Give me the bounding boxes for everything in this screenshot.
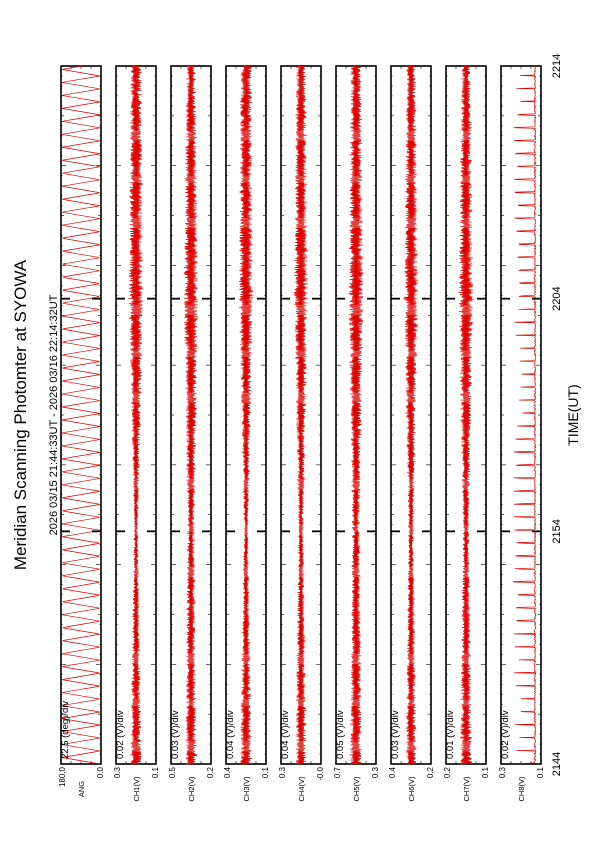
y-tick-label-max: 0.4 <box>388 766 397 778</box>
panel-7: 0.03 (V)/div 0.4 0.2 CH6(V) <box>388 65 435 802</box>
panel-trace <box>128 65 144 765</box>
panels-group: 22.5 (deg)/div 180.0 0.0 ANG 0.02 (V)/div 0.3… <box>58 65 545 802</box>
y-tick-label-min: 0.2 <box>206 766 215 778</box>
y-tick-label-max: 180.0 <box>58 766 67 787</box>
y-tick-label-max: 0.5 <box>168 766 177 778</box>
panel-scale-label: 0.02 (V)/div <box>115 710 126 759</box>
panel-6: 0.05 (V)/div 0.7 0.3 CH5(V) <box>333 65 380 802</box>
panel-5: 0.04 (V)/div 0.3 -0.0 CH4(V) <box>278 65 325 802</box>
chart-subtitle: 2026 03/15 21:44:33UT - 2026 03/16 22:14… <box>48 294 60 535</box>
x-tick-label: 2154 <box>551 519 563 543</box>
y-tick-label-min: -0.0 <box>316 766 325 780</box>
y-tick-label-min: 0.1 <box>536 766 545 778</box>
panel-trace <box>61 65 101 765</box>
panel-trace <box>512 65 537 765</box>
time-axis: 2144 2154 2204 2214 <box>61 54 563 776</box>
y-tick-label-max: 0.3 <box>113 766 122 778</box>
y-tick-label-max: 0.2 <box>443 766 452 778</box>
y-tick-label-min: 0.1 <box>151 766 160 778</box>
panel-scale-label: 0.04 (V)/div <box>280 710 291 759</box>
panel-trace <box>238 65 254 765</box>
x-tick-label: 2144 <box>551 752 563 776</box>
panel-trace <box>458 65 474 765</box>
panel-scale-label: 0.02 (V)/div <box>500 710 511 759</box>
channel-label: CH2(V) <box>187 776 196 802</box>
panel-4: 0.04 (V)/div 0.4 0.1 CH3(V) <box>223 65 270 802</box>
x-tick-label: 2214 <box>551 54 563 78</box>
y-tick-label-min: 0.1 <box>261 766 270 778</box>
x-tick-label: 2204 <box>551 286 563 310</box>
chart-title: Meridian Scanning Photomter at SYOWA <box>11 259 30 570</box>
panel-trace <box>183 65 199 765</box>
channel-label: CH7(V) <box>462 776 471 802</box>
panel-9: 0.02 (V)/div 0.3 0.1 CH8(V) <box>498 65 545 802</box>
panel-2: 0.02 (V)/div 0.3 0.1 CH1(V) <box>113 65 160 802</box>
panel-scale-label: 0.01 (V)/div <box>445 710 456 759</box>
panel-scale-label: 0.03 (V)/div <box>170 710 181 759</box>
y-tick-label-min: 0.1 <box>481 766 490 778</box>
panel-scale-label: 0.03 (V)/div <box>390 710 401 759</box>
panel-scale-label: 22.5 (deg)/div <box>60 701 71 759</box>
channel-label: CH8(V) <box>517 776 526 802</box>
channel-label: CH6(V) <box>407 776 416 802</box>
panel-scale-label: 0.04 (V)/div <box>225 710 236 759</box>
x-axis-label: TIME(UT) <box>565 384 581 445</box>
y-tick-label-min: 0.0 <box>96 766 105 778</box>
channel-label: CH1(V) <box>132 776 141 802</box>
y-tick-label-min: 0.3 <box>371 766 380 778</box>
panel-trace <box>348 65 364 765</box>
panel-trace <box>293 65 309 765</box>
panel-8: 0.01 (V)/div 0.2 0.1 CH7(V) <box>443 65 490 802</box>
panel-1: 22.5 (deg)/div 180.0 0.0 ANG <box>58 65 105 797</box>
y-tick-label-min: 0.2 <box>426 766 435 778</box>
channel-label: CH3(V) <box>242 776 251 802</box>
y-tick-label-max: 0.3 <box>278 766 287 778</box>
panel-3: 0.03 (V)/div 0.5 0.2 CH2(V) <box>168 65 215 802</box>
panel-trace <box>403 65 418 765</box>
y-tick-label-max: 0.4 <box>223 766 232 778</box>
y-tick-label-max: 0.7 <box>333 766 342 778</box>
y-tick-label-max: 0.3 <box>498 766 507 778</box>
panel-scale-label: 0.05 (V)/div <box>335 710 346 759</box>
channel-label: ANG <box>77 781 86 797</box>
channel-label: CH5(V) <box>352 776 361 802</box>
channel-label: CH4(V) <box>297 776 306 802</box>
